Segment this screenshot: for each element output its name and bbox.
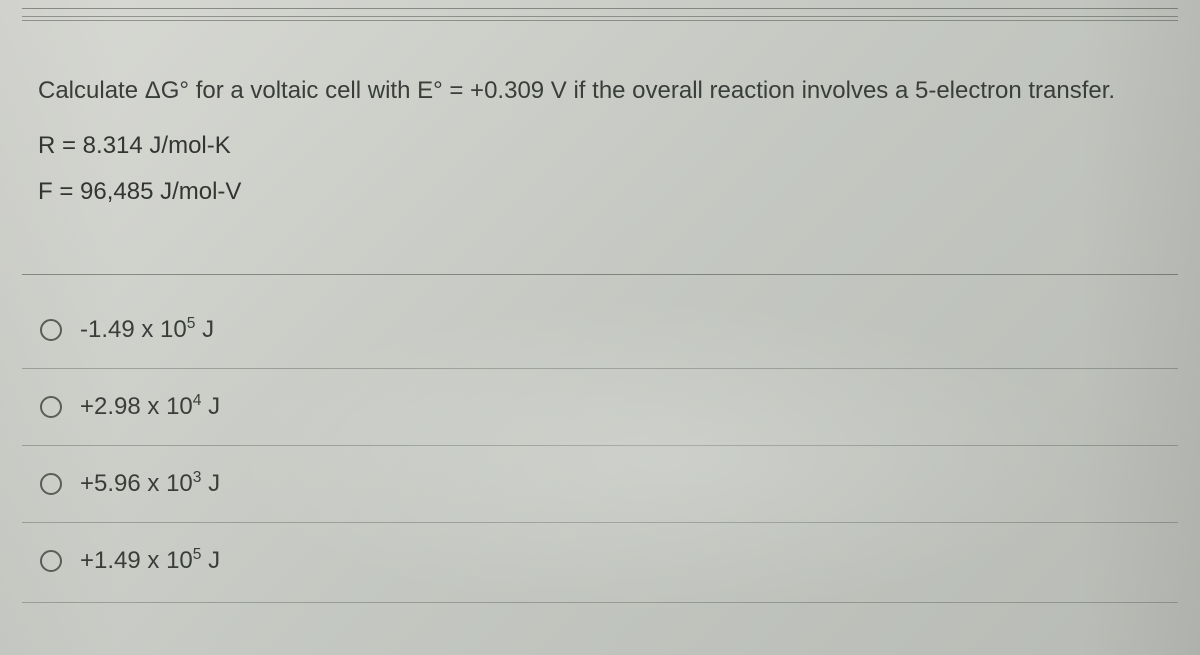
option-b-row[interactable]: +2.98 x 104 J	[22, 368, 1178, 445]
option-a-label: -1.49 x 105 J	[80, 316, 214, 344]
constants-block: R = 8.314 J/mol-K F = 96,485 J/mol-V	[38, 132, 1162, 206]
option-c-row[interactable]: +5.96 x 103 J	[22, 445, 1178, 522]
question-text: Calculate ΔG° for a voltaic cell with E°…	[38, 72, 1162, 110]
radio-icon[interactable]	[40, 319, 62, 341]
constant-R: R = 8.314 J/mol-K	[38, 132, 1162, 160]
question-block: Calculate ΔG° for a voltaic cell with E°…	[38, 72, 1162, 224]
option-a-row[interactable]: -1.49 x 105 J	[22, 292, 1178, 368]
option-c-label: +5.96 x 103 J	[80, 470, 220, 498]
answer-options: -1.49 x 105 J +2.98 x 104 J +5.96 x 103 …	[22, 292, 1178, 599]
option-d-row[interactable]: +1.49 x 105 J	[22, 522, 1178, 599]
option-d-label: +1.49 x 105 J	[80, 547, 220, 575]
radio-icon[interactable]	[40, 550, 62, 572]
option-b-label: +2.98 x 104 J	[80, 393, 220, 421]
radio-icon[interactable]	[40, 396, 62, 418]
radio-icon[interactable]	[40, 473, 62, 495]
constant-F: F = 96,485 J/mol-V	[38, 178, 1162, 206]
